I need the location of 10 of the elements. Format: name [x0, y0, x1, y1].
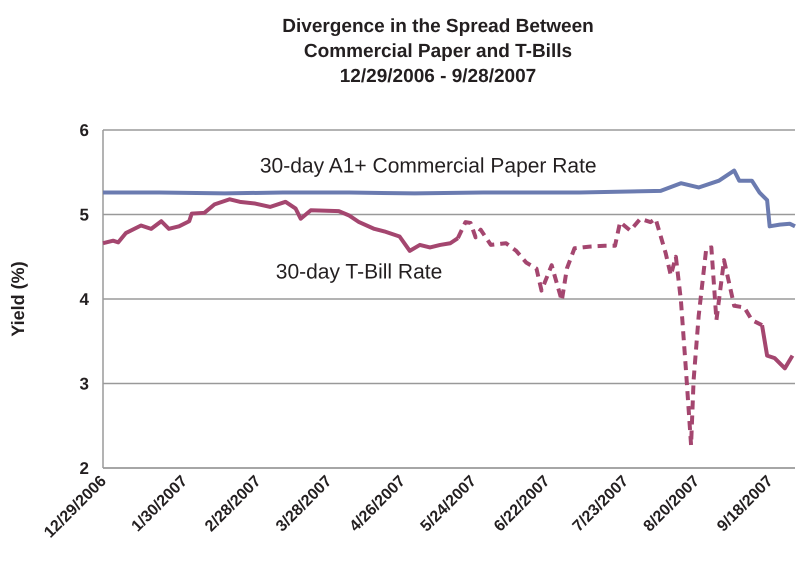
- series-label: 30-day A1+ Commercial Paper Rate: [260, 154, 597, 178]
- chart-title: Divergence in the Spread Between Commercial Paper and T-Bills: [282, 16, 594, 62]
- y-tick-label: 2: [80, 459, 89, 478]
- y-tick-label: 6: [80, 121, 89, 140]
- y-tick-label: 3: [80, 374, 89, 394]
- y-axis-title: Yield (%): [8, 261, 28, 337]
- y-tick-label: 4: [80, 290, 90, 309]
- y-tick-label: 5: [80, 206, 89, 224]
- chart-subtitle: 12/29/2006 - 9/28/2007: [340, 66, 536, 87]
- series-label: 30-day T-Bill Rate: [276, 260, 442, 284]
